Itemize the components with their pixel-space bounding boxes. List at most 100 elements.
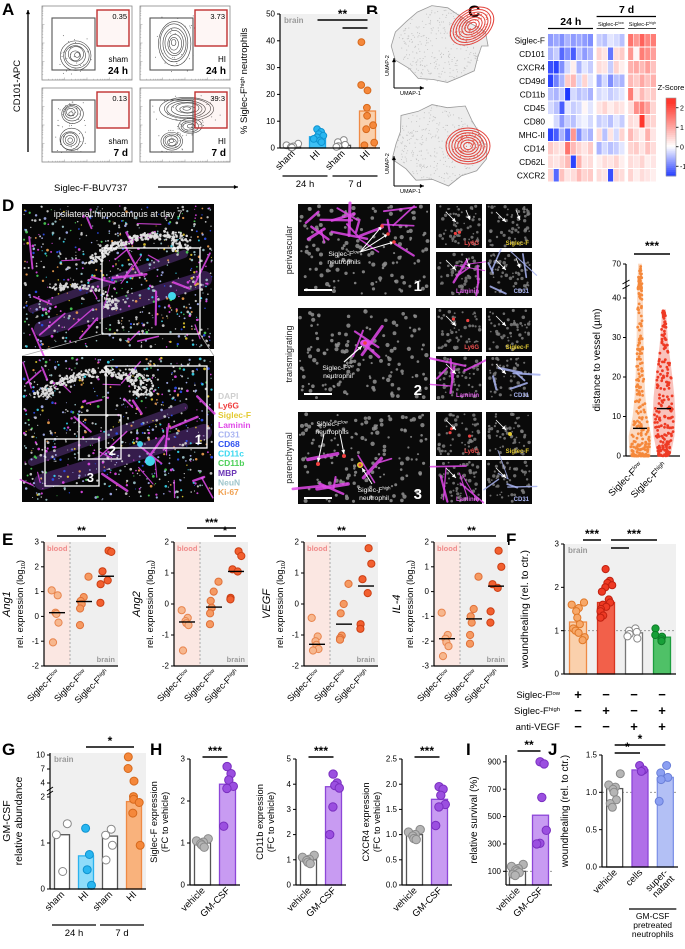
panel-label-i: I [466,740,471,759]
svg-text:CD49d: CD49d [519,76,545,86]
svg-text:Laminin: Laminin [456,289,479,295]
svg-text:Z-Score: Z-Score [658,83,685,92]
channel-image-Ly6G: Ly6G [436,412,482,456]
svg-text:Siglec-F: Siglec-F [506,449,530,455]
svg-text:2: 2 [109,443,116,458]
flow-plot-1: 3.73 HI 24 h [139,5,231,81]
svg-text:UMAP-1: UMAP-1 [400,189,421,195]
svg-text:neutrophils: neutrophils [315,429,349,436]
svg-text:0.35: 0.35 [112,12,127,21]
svg-text:CD11b: CD11b [520,90,546,100]
svg-text:UMAP-2: UMAP-2 [385,153,391,174]
svg-text:HI: HI [358,148,372,162]
umap-plot [390,5,495,83]
svg-text:CD80: CD80 [524,117,546,127]
svg-text:Siglec-F: Siglec-F [506,241,530,247]
channel-image-CD31: CD31 [486,248,538,296]
svg-text:CXCR4: CXCR4 [517,63,546,73]
svg-text:0.13: 0.13 [112,94,127,103]
svg-text:3: 3 [414,486,422,503]
svg-text:24 h: 24 h [108,66,128,77]
svg-text:50: 50 [266,10,275,19]
flow-plot-0: 0.35 sham 24 h [41,5,133,81]
svg-text:% Siglec-Fhigh​ neutrophils: % Siglec-Fhigh​ neutrophils [239,28,250,134]
overview-image: ipsilateral hippocampus at day 7 [22,204,214,358]
panel-label-j: J [548,740,558,759]
svg-text:CXCR2: CXCR2 [517,171,546,181]
svg-text:UMAP-2: UMAP-2 [385,55,391,76]
legend-CD11c: CD11c [218,449,244,459]
svg-text:CD14: CD14 [524,144,546,154]
svg-text:24 h: 24 h [560,16,581,28]
legend-CD31: CD31 [218,429,240,439]
channel-image-Siglec-F: Siglec-F [486,412,532,456]
legend-CD68: CD68 [218,439,240,449]
svg-text:10: 10 [266,117,275,126]
svg-text:CD101-APC: CD101-APC [12,60,23,112]
svg-text:7 d: 7 d [619,4,634,16]
svg-text:CD101: CD101 [519,49,545,59]
svg-text:HI: HI [218,55,226,64]
svg-text:0: 0 [271,144,276,153]
svg-text:Siglec-Flow​: Siglec-Flow​ [598,21,624,28]
svg-text:HI: HI [218,137,226,146]
svg-text:2: 2 [414,382,422,399]
channel-image-CD31: CD31 [483,449,538,504]
svg-text:UMAP-1: UMAP-1 [400,91,421,97]
zoom-image-3: Siglec-Flow​neutrophils Siglec-Fhigh​neut… [291,412,430,504]
svg-text:sham: sham [108,55,128,64]
svg-text:CD62L: CD62L [519,157,545,167]
svg-text:Laminin: Laminin [456,497,479,503]
legend-MBP: MBP [218,468,237,478]
channel-image-Ly6G: Ly6G [436,308,482,352]
zoom-image-1: Siglec-Flow​neutrophils 1 [298,201,430,296]
svg-text:neutrophils: neutrophils [327,259,361,266]
legend-Ly6G: Ly6G [218,401,239,411]
svg-text:Siglec-Fhigh​: Siglec-Fhigh​ [358,486,392,494]
legend-Ki-67: Ki-67 [218,487,239,497]
zoom-image-2: Siglec-Flow​neutrophil 2 [298,308,430,400]
svg-text:parenchymal: parenchymal [284,432,294,484]
channel-image-Laminin: Laminin [429,356,487,400]
svg-text:neutrophil: neutrophil [323,373,353,380]
svg-text:Siglec-F-BUV737: Siglec-F-BUV737 [54,183,127,194]
svg-text:Siglec-F: Siglec-F [515,36,545,46]
marker-heatmap: Siglec-F CD101 CXCR4 CD49d CD11b CD45 CD80 MHC-… [515,4,685,182]
panel-label-e: E [2,530,14,549]
svg-text:24 h: 24 h [296,179,315,190]
svg-text:Siglec-F: Siglec-F [506,345,530,351]
legend-CD11b: CD11b [218,458,244,468]
svg-text:CD45: CD45 [524,103,546,113]
flow-cytometry-plots: 0.35 sham 24 h 3.73 HI 24 h 0.13 sham 7 d 39.3 HI 7… [12,5,238,194]
svg-text:24 h: 24 h [206,66,226,77]
svg-text:**: ** [338,7,348,21]
svg-text:MHC-II: MHC-II [519,130,545,140]
svg-text:40: 40 [266,36,275,45]
channel-image-Ly6G: Ly6G [436,204,482,248]
svg-text:1: 1 [680,125,684,132]
svg-text:ipsilateral hippocampus at day: ipsilateral hippocampus at day 7 [54,209,183,219]
svg-text:brain: brain [284,16,304,25]
svg-text:7 d: 7 d [212,148,226,159]
umap-plots: UMAP-1 UMAP-2 UMAP-1 UMAP-2 [385,5,495,195]
svg-text:sham: sham [273,148,297,172]
svg-text:39.3: 39.3 [210,94,225,103]
microscopy-panel: ipsilateral hippocampus at day 7123DAPIL… [19,201,541,504]
legend-Laminin: Laminin [218,420,251,430]
svg-text:perivascular: perivascular [284,226,294,275]
svg-text:0: 0 [680,144,684,151]
svg-text:Ly6G: Ly6G [464,449,479,455]
svg-text:CD31: CD31 [514,393,530,399]
panel-label-g: G [2,740,16,759]
panel-label-a: A [2,0,15,19]
umap-plot [391,104,491,187]
panel-label-f: F [506,530,517,549]
